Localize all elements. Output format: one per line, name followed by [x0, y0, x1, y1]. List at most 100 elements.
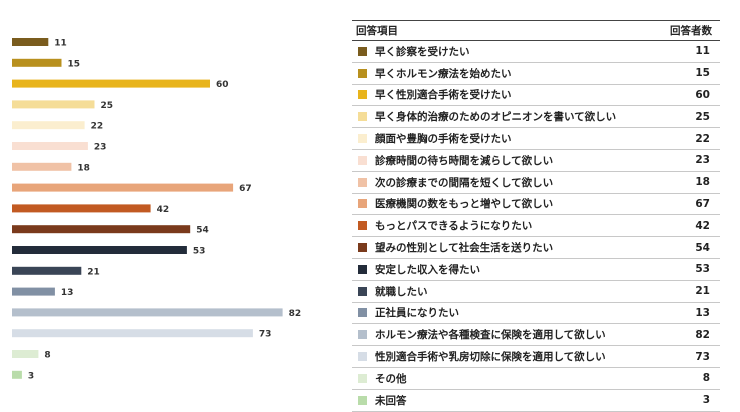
bar-3: [12, 100, 95, 109]
bar-value-label-1: 15: [68, 59, 81, 69]
bar-value-label-13: 82: [289, 309, 302, 319]
legend-item-count: 54: [695, 241, 710, 254]
legend-item-label: 早くホルモン療法を始めたい: [375, 67, 512, 80]
legend-swatch: [358, 330, 367, 340]
legend-row: 早く性別適合手術を受けたい 60: [352, 85, 720, 107]
bar-1: [12, 58, 62, 67]
bar-6: [12, 162, 72, 171]
legend-swatch: [358, 264, 367, 274]
legend-swatch: [358, 46, 367, 56]
legend-item-label: 顔面や豊胸の手術を受けたい: [375, 133, 512, 146]
legend-row: 安定した収入を得たい 53: [352, 259, 720, 281]
bar-0: [12, 38, 49, 46]
legend-item-label: 早く身体的治療のためのオピニオンを書いて欲しい: [375, 111, 617, 124]
legend-item-label: 正社員になりたい: [375, 307, 459, 320]
legend-item-count: 8: [702, 372, 710, 385]
legend-item-count: 53: [695, 263, 710, 276]
legend-item-label: 診療時間の待ち時間を減らして欲しい: [375, 154, 554, 167]
legend-swatch: [358, 112, 367, 122]
bar-14: [12, 329, 253, 338]
bar-value-label-2: 60: [216, 80, 229, 90]
bar-value-label-6: 18: [77, 163, 90, 173]
legend-item-count: 15: [695, 67, 710, 80]
legend-item-count: 25: [695, 110, 710, 123]
legend-row: 就職したい 21: [352, 281, 720, 303]
bar-11: [12, 266, 82, 275]
legend-swatch: [358, 177, 367, 187]
legend-item-count: 60: [695, 88, 710, 101]
legend-swatch: [358, 155, 367, 165]
bar-value-label-3: 25: [101, 101, 114, 111]
bar-value-label-10: 53: [193, 247, 206, 257]
legend-swatch: [358, 199, 367, 209]
legend-row: 診療時間の待ち時間を減らして欲しい 23: [352, 150, 720, 172]
bar-16: [12, 370, 22, 379]
legend-item-count: 13: [695, 306, 710, 319]
legend-item-count: 73: [695, 350, 710, 363]
legend-row: その他 8: [352, 368, 720, 390]
legend-table: 回答項目 回答者数 早く診察を受けたい 11 早くホルモン療法を始めたい 15 早く性別…: [352, 20, 720, 412]
legend-item-label: 医療機関の数をもっと増やして欲しい: [375, 198, 554, 211]
legend-row: 望みの性別として社会生活を送りたい 54: [352, 237, 720, 259]
bar-8: [12, 204, 151, 213]
legend-item-count: 18: [695, 176, 710, 189]
bar-value-label-5: 23: [94, 143, 107, 153]
legend-row: もっとパスできるようになりたい 42: [352, 215, 720, 238]
bar-5: [12, 142, 88, 150]
legend-item-label: 望みの性別として社会生活を送りたい: [375, 242, 554, 255]
legend-item-count: 3: [702, 394, 710, 407]
legend-item-label: 安定した収入を得たい: [375, 263, 480, 276]
legend-row: 早く身体的治療のためのオピニオンを書いて欲しい 25: [352, 106, 720, 129]
legend-row: 未回答 3: [352, 390, 720, 412]
legend-swatch: [358, 90, 367, 100]
legend-item-label: ホルモン療法や各種検査に保険を適用して欲しい: [375, 329, 606, 342]
legend-item-label: 未回答: [375, 394, 407, 407]
bar-15: [12, 350, 39, 358]
legend-swatch: [358, 286, 367, 296]
legend-item-label: 次の診療までの間隔を短くして欲しい: [375, 176, 554, 189]
legend-row: 医療機関の数をもっと増やして欲しい 67: [352, 194, 720, 216]
legend-item-count: 42: [695, 219, 710, 232]
legend-swatch: [358, 373, 367, 383]
legend-swatch: [358, 221, 367, 231]
header-item: 回答項目: [356, 25, 398, 37]
bar-value-label-0: 11: [54, 39, 67, 49]
legend-header: 回答項目 回答者数: [352, 20, 720, 41]
legend-item-count: 23: [695, 154, 710, 167]
bar-7: [12, 183, 234, 192]
bar-10: [12, 246, 187, 254]
bar-value-label-11: 21: [87, 267, 100, 277]
bar-value-label-4: 22: [91, 122, 104, 132]
bar-value-label-8: 42: [157, 205, 170, 215]
bar-value-label-12: 13: [61, 288, 74, 298]
legend-row: 早くホルモン療法を始めたい 15: [352, 63, 720, 85]
legend-item-count: 21: [695, 285, 710, 298]
bar-value-label-16: 3: [28, 371, 34, 381]
legend-item-count: 67: [695, 197, 710, 210]
legend-rows: 早く診察を受けたい 11 早くホルモン療法を始めたい 15 早く性別適合手術を受けたい 6…: [352, 41, 720, 412]
legend-row: 早く診察を受けたい 11: [352, 41, 720, 63]
legend-swatch: [358, 395, 367, 405]
legend-row: 顔面や豊胸の手術を受けたい 22: [352, 128, 720, 150]
bar-value-label-7: 67: [239, 184, 252, 194]
bar-9: [12, 225, 191, 234]
legend-item-label: 早く性別適合手術を受けたい: [375, 89, 512, 102]
legend-item-label: 就職したい: [375, 285, 428, 298]
legend-item-label: その他: [375, 372, 407, 385]
legend-item-label: もっとパスできるようになりたい: [375, 220, 533, 233]
legend-row: 性別適合手術や乳房切除に保険を適用して欲しい 73: [352, 346, 720, 368]
legend-item-count: 82: [695, 328, 710, 341]
bar-12: [12, 287, 55, 296]
legend-row: 正社員になりたい 13: [352, 303, 720, 325]
legend-swatch: [358, 352, 367, 362]
bar-2: [12, 79, 210, 88]
bar-value-label-14: 73: [259, 330, 272, 340]
legend-row: ホルモン療法や各種検査に保険を適用して欲しい 82: [352, 324, 720, 347]
header-count: 回答者数: [670, 25, 712, 37]
legend-swatch: [358, 68, 367, 78]
legend-item-label: 早く診察を受けたい: [375, 45, 470, 58]
legend-swatch: [358, 243, 367, 253]
bar-value-label-9: 54: [196, 226, 209, 236]
legend-row: 次の診療までの間隔を短くして欲しい 18: [352, 172, 720, 194]
